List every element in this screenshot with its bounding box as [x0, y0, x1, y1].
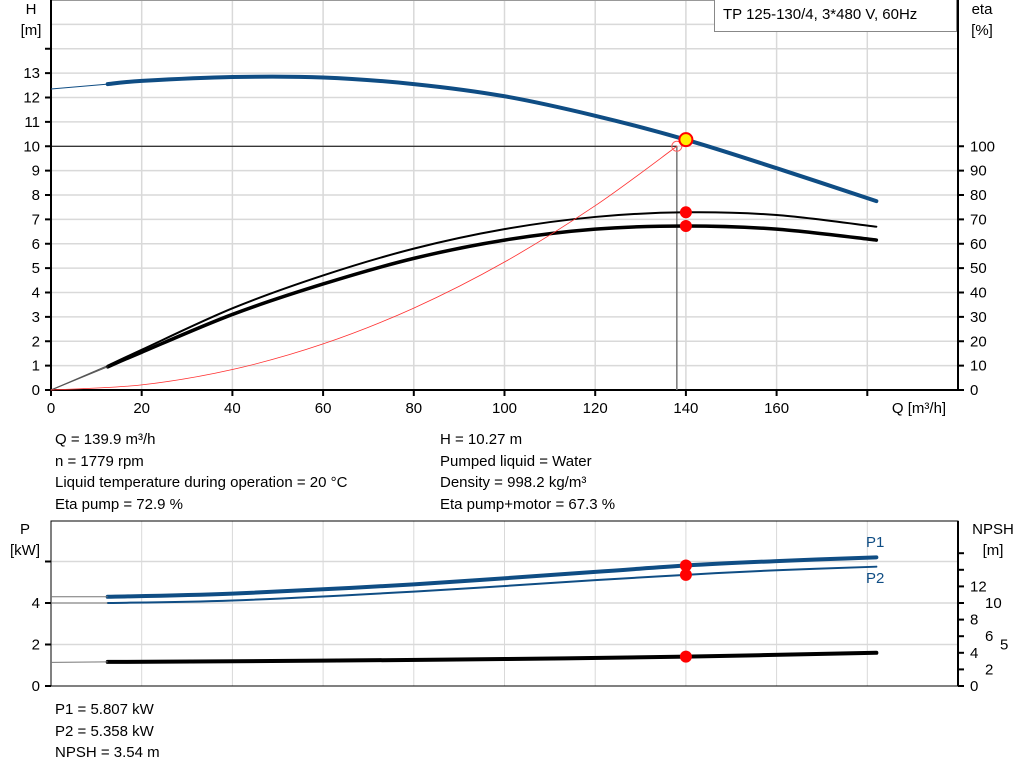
readout-h: H = 10.27 m	[440, 431, 523, 448]
readout-temp: Liquid temperature during operation = 20…	[55, 474, 348, 491]
p-axis-unit: [kW]	[10, 542, 40, 559]
eta-total-marker	[679, 219, 692, 232]
readout-npsh: NPSH = 3.54 m	[55, 744, 160, 761]
p-tick-label: 4	[32, 595, 40, 612]
curve-eta-pump-motor	[105, 224, 879, 369]
npsh-tick-label: 5	[1000, 637, 1008, 654]
readout-liquid: Pumped liquid = Water	[440, 452, 592, 470]
eta-tick-label: 100	[970, 138, 995, 155]
eta-tick-label: 60	[970, 236, 987, 253]
readout-eta-total: Eta pump+motor = 67.3 %	[440, 495, 616, 513]
q-tick-label: 0	[47, 400, 55, 417]
eta-tick-label: 30	[970, 309, 987, 326]
eta-pump-marker	[679, 206, 692, 219]
eta-axis-label: eta	[972, 1, 994, 18]
eta-tick-label: 40	[970, 285, 987, 302]
curve-head	[105, 74, 879, 204]
q-tick-label: 40	[224, 400, 241, 417]
q-tick-label: 60	[315, 400, 332, 417]
p-axis-label: P	[20, 521, 30, 538]
eta-tick-label: 90	[970, 163, 987, 180]
npsh-axis-label: NPSH	[972, 521, 1014, 538]
npsh-tick-label: 8	[970, 612, 978, 629]
h-axis-label: H	[26, 1, 37, 18]
npsh-marker	[679, 650, 692, 663]
readout-right: H = 10.27 m Pumped liquid = Water Densit…	[440, 429, 615, 515]
h-tick-label: 7	[32, 211, 40, 228]
readout-power: P1 = 5.807 kW P2 = 5.358 kW NPSH = 3.54 …	[55, 699, 160, 764]
readout-n: n = 1779 rpm	[55, 452, 144, 470]
npsh-tick-label: 6	[985, 628, 993, 645]
h-tick-label: 12	[23, 90, 40, 107]
p-tick-label: 0	[32, 678, 40, 695]
system-point-marker	[671, 140, 683, 152]
npsh-tick-label: 2	[985, 661, 993, 678]
curve-P2	[106, 565, 878, 604]
npsh-tick-label: 4	[970, 645, 978, 662]
eta-tick-label: 10	[970, 358, 987, 375]
p1-marker	[679, 559, 692, 572]
p-tick-label: 2	[32, 637, 40, 654]
curve-eta-pump	[106, 211, 878, 367]
readout-q: Q = 139.9 m³/h	[55, 431, 156, 448]
q-tick-label: 160	[764, 400, 789, 417]
h-axis-unit: [m]	[21, 22, 42, 39]
q-tick-label: 120	[583, 400, 608, 417]
readout-p2: P2 = 5.358 kW	[55, 722, 154, 740]
h-tick-label: 13	[23, 65, 40, 82]
series-label-P1: P1	[866, 534, 884, 551]
npsh-tick-label: 10	[985, 595, 1002, 612]
h-tick-label: 4	[32, 285, 40, 302]
curve-P1	[105, 555, 879, 599]
readout-left: Q = 139.9 m³/h n = 1779 rpm Liquid tempe…	[55, 429, 347, 515]
eta-tick-label: 0	[970, 382, 978, 399]
npsh-axis-unit: [m]	[983, 542, 1004, 559]
q-tick-label: 20	[133, 400, 150, 417]
q-tick-label: 100	[492, 400, 517, 417]
h-tick-label: 9	[32, 163, 40, 180]
h-tick-label: 5	[32, 260, 40, 277]
h-tick-label: 3	[32, 309, 40, 326]
curve-system-curve	[50, 145, 678, 391]
q-axis-label: Q [m³/h]	[892, 400, 946, 417]
readout-density: Density = 998.2 kg/m³	[440, 474, 587, 491]
curve-head-extension	[50, 83, 108, 90]
q-tick-label: 140	[673, 400, 698, 417]
pump-title-box: TP 125-130/4, 3*480 V, 60Hz	[714, 0, 957, 32]
h-tick-label: 11	[24, 114, 40, 131]
eta-axis-unit: [%]	[971, 22, 993, 39]
h-tick-label: 10	[23, 138, 40, 155]
h-tick-label: 0	[32, 382, 40, 399]
h-tick-label: 6	[32, 236, 40, 253]
eta-tick-label: 80	[970, 187, 987, 204]
readout-eta-pump: Eta pump = 72.9 %	[55, 495, 183, 513]
q-tick-label: 80	[405, 400, 422, 417]
curve-eta-pump-motor-extension	[50, 366, 108, 391]
p2-marker	[679, 568, 692, 581]
readout-p1: P1 = 5.807 kW	[55, 701, 154, 718]
npsh-tick-label: 12	[970, 578, 987, 595]
curve-NPSH	[105, 650, 879, 664]
npsh-tick-label: 0	[970, 678, 978, 695]
h-tick-label: 8	[32, 187, 40, 204]
h-tick-label: 1	[32, 358, 40, 375]
eta-tick-label: 50	[970, 260, 987, 277]
eta-tick-label: 20	[970, 333, 987, 350]
h-tick-label: 2	[32, 333, 40, 350]
eta-tick-label: 70	[970, 211, 987, 228]
duty-point-marker	[678, 132, 694, 148]
series-label-P2: P2	[866, 570, 884, 587]
